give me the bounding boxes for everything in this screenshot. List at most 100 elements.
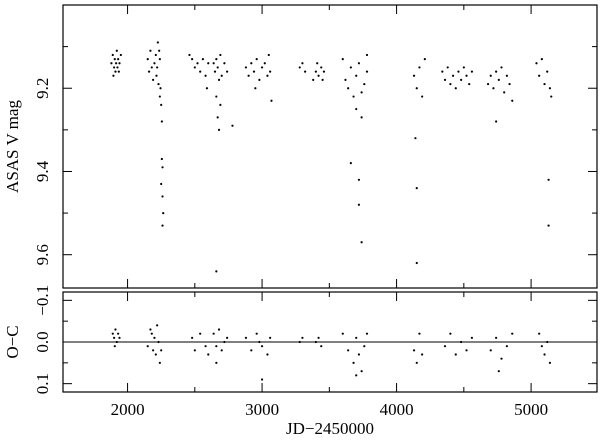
point [312, 78, 315, 82]
point [360, 91, 363, 94]
point [244, 336, 248, 339]
point [465, 349, 468, 352]
point [365, 332, 369, 335]
point [152, 349, 155, 352]
point [260, 66, 264, 69]
point [223, 340, 226, 344]
x-tick-label: 5000 [514, 400, 548, 419]
point [205, 87, 209, 90]
point [158, 361, 161, 364]
point [355, 74, 358, 77]
point [421, 95, 424, 98]
point [115, 49, 118, 52]
point [158, 49, 161, 52]
x-tick-label: 2000 [111, 400, 145, 419]
x-tick-label: 3000 [245, 400, 279, 419]
point [349, 66, 352, 69]
point [219, 53, 222, 57]
point [115, 62, 118, 65]
point [199, 332, 202, 335]
point [162, 211, 165, 215]
point [497, 78, 500, 82]
point [451, 74, 455, 77]
point [267, 53, 270, 57]
point [500, 66, 503, 69]
point [160, 182, 163, 186]
point [540, 345, 543, 348]
point [418, 332, 421, 335]
point [415, 187, 418, 190]
point [213, 70, 217, 73]
point [535, 62, 538, 65]
point [266, 353, 269, 356]
point [500, 357, 503, 360]
point [113, 336, 116, 339]
point [320, 345, 323, 348]
point [193, 349, 196, 352]
point [154, 353, 157, 356]
point [505, 345, 508, 348]
point [269, 70, 272, 73]
point [146, 345, 149, 348]
point [191, 336, 194, 339]
point [423, 58, 426, 61]
point [154, 53, 157, 57]
point [495, 120, 498, 123]
point [149, 49, 152, 52]
point [159, 87, 162, 90]
point [160, 157, 163, 161]
point [365, 53, 369, 57]
point [212, 62, 215, 65]
point [505, 74, 508, 77]
point [360, 241, 363, 244]
point [254, 87, 257, 90]
point [341, 58, 344, 61]
point [152, 78, 155, 82]
point [113, 58, 116, 61]
point [546, 340, 549, 344]
point [301, 62, 304, 65]
point [220, 74, 223, 77]
point [298, 66, 301, 69]
point [344, 78, 347, 82]
point [468, 82, 471, 86]
point [489, 349, 492, 352]
point [415, 87, 418, 90]
point [215, 345, 218, 348]
point [357, 203, 361, 206]
point [316, 62, 319, 65]
point [443, 78, 447, 82]
point [150, 66, 153, 69]
point [548, 87, 552, 90]
point [215, 95, 218, 98]
y-axis-label: ASAS V mag [3, 100, 22, 193]
point [199, 70, 202, 73]
point [543, 82, 546, 86]
point [111, 332, 114, 335]
point [495, 336, 498, 339]
point [215, 361, 218, 364]
y-tick-label: 0.0 [33, 331, 52, 352]
point [207, 353, 210, 356]
point [157, 82, 160, 86]
point [217, 328, 221, 331]
point [153, 62, 156, 65]
point [156, 324, 159, 327]
point [454, 353, 457, 356]
point [414, 137, 417, 140]
point [320, 66, 323, 69]
point [260, 345, 264, 348]
point [112, 74, 115, 77]
point [314, 340, 317, 344]
point [156, 66, 159, 69]
point [314, 70, 317, 73]
point [304, 70, 307, 73]
point [118, 336, 121, 339]
point [196, 62, 199, 65]
plot-frame [62, 4, 598, 289]
point [418, 66, 421, 69]
point [270, 99, 273, 102]
point [216, 116, 219, 119]
point [495, 70, 498, 73]
